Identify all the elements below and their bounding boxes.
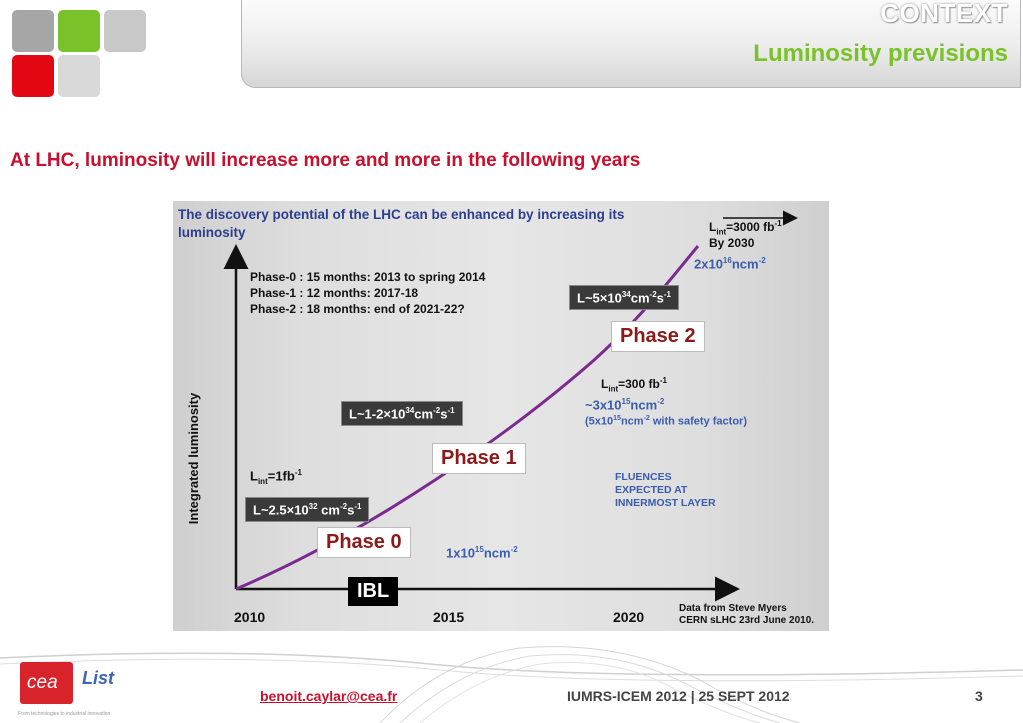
lint-low-value: =1fb	[267, 468, 295, 484]
fluence-mid-unit: ncm	[630, 397, 658, 413]
cea-logo-text: cea	[27, 672, 58, 693]
fluence-low-base: 1x10	[446, 545, 475, 561]
fluence-1e15: 1x1015ncm-2	[446, 545, 518, 560]
fluence-top-exp: 16	[722, 256, 732, 265]
lint-1-label: Lint=1fb-1	[250, 468, 302, 486]
fluence-2e16: 2x1016ncm-2	[694, 256, 766, 271]
lum1-exp: 34	[405, 406, 415, 415]
luminosity-phase1-label: L~1-2×1034cm-2s-1	[341, 401, 463, 427]
lint-low-symbol: L	[250, 468, 258, 484]
slide-headline: At LHC, luminosity will increase more an…	[10, 150, 641, 171]
lum0-s-exp: -1	[354, 502, 362, 511]
fluence-low-exp: 15	[474, 545, 484, 554]
year-2015: 2015	[433, 609, 465, 625]
phase2-schedule: Phase-2 : 18 months: end of 2021-22?	[250, 302, 465, 316]
lum2-s-exp: -1	[663, 290, 672, 299]
year-2010: 2010	[234, 609, 266, 625]
phase2-label: Phase 2	[611, 321, 705, 352]
ibl-label: IBL	[348, 577, 399, 606]
section-title: CONTEXT	[880, 0, 1008, 28]
conference-label: IUMRS-ICEM 2012 | 25 SEPT 2012	[567, 688, 790, 704]
phase1-label: Phase 1	[432, 443, 526, 474]
lum1-cm-exp: -2	[433, 406, 441, 415]
safety-unit: ncm	[620, 415, 644, 428]
fluence-top-unit: ncm	[731, 256, 759, 272]
logo-square-lightgray	[104, 10, 146, 52]
lint-mid-value: =300 fb	[618, 377, 660, 391]
fluences-note: FLUENCES EXPECTED AT INNERMOST LAYER	[615, 471, 716, 510]
cea-logo: cea	[20, 662, 73, 704]
phase0-schedule: Phase-0 : 15 months: 2013 to spring 2014	[250, 270, 486, 284]
fluence-low-unit: ncm	[483, 545, 511, 561]
logo-square-palegray	[58, 55, 100, 97]
footer-wave-decoration	[0, 646, 1023, 723]
logo-square-green	[58, 10, 100, 52]
header-banner: CONTEXT Luminosity previsions	[241, 0, 1021, 88]
figure-title: The discovery potential of the LHC can b…	[178, 206, 624, 242]
data-source: Data from Steve Myers CERN sLHC 23rd Jun…	[679, 603, 814, 627]
lum2-base: L~5×10	[577, 290, 622, 306]
safety-exp: 15	[613, 415, 621, 422]
lum2-s: s	[656, 290, 664, 306]
lum1-s-exp: -1	[447, 406, 455, 415]
figure-title-line1: The discovery potential of the LHC can b…	[178, 207, 625, 222]
fluence-top-unit-exp: -2	[758, 256, 766, 265]
luminosity-phase2-label: L~5×1034cm-2s-1	[569, 285, 680, 311]
lint-300-label: Lint=300 fb-1	[601, 376, 667, 393]
safety-base: (5x10	[585, 415, 614, 428]
lint-3000-label: Lint=3000 fb-1	[709, 219, 782, 236]
figure-title-line2: luminosity	[178, 225, 246, 240]
fluence-top-base: 2x10	[694, 256, 723, 272]
fluence-safety-factor: (5x1015ncm-2 with safety factor)	[585, 415, 747, 428]
fluence-low-unit-exp: -2	[510, 545, 518, 554]
safety-note: with safety factor)	[649, 415, 747, 428]
logo-square-gray	[12, 10, 54, 52]
source-line1: Data from Steve Myers	[679, 603, 787, 614]
fluence-mid-unit-exp: -2	[657, 397, 665, 406]
y-axis-label: Integrated luminosity	[186, 392, 202, 525]
phase0-label: Phase 0	[317, 527, 411, 558]
lint-mid-symbol: L	[601, 377, 609, 391]
safety-unit-exp: -2	[643, 415, 650, 422]
fluence-mid-exp: 15	[621, 397, 631, 406]
source-line2: CERN sLHC 23rd June 2010.	[679, 615, 815, 626]
fluences-note-line1: FLUENCES	[615, 471, 672, 483]
page-number: 3	[975, 688, 983, 704]
phase1-schedule: Phase-1 : 12 months: 2017-18	[250, 286, 419, 300]
by-2030-label: By 2030	[709, 236, 755, 250]
lum0-cm: cm	[317, 502, 340, 518]
logo-square-red	[12, 55, 54, 97]
lint-low-sub: int	[257, 476, 268, 486]
lum1-base: L~1-2×10	[349, 406, 406, 422]
lint-top-sub: int	[716, 227, 727, 237]
lint-low-exp: -1	[294, 468, 302, 477]
luminosity-figure: The discovery potential of the LHC can b…	[173, 201, 829, 631]
lum1-s: s	[440, 406, 448, 422]
lint-mid-sub: int	[608, 384, 619, 394]
lum2-cm-exp: -2	[649, 290, 657, 299]
fluence-3e15: ~3x1015ncm-2	[585, 397, 664, 412]
lum2-exp: 34	[621, 290, 631, 299]
lum0-base: L~2.5×10	[253, 502, 309, 518]
lum0-cm-exp: -2	[339, 502, 348, 511]
fluence-mid-base: ~3x10	[585, 397, 622, 413]
lint-top-symbol: L	[709, 220, 717, 234]
lum0-s: s	[347, 502, 355, 518]
lum1-cm: cm	[414, 406, 434, 422]
fluences-note-line3: INNERMOST LAYER	[615, 497, 716, 509]
list-logo: List	[82, 668, 115, 688]
lum0-exp: 32	[308, 502, 318, 511]
section-subtitle: Luminosity previsions	[753, 40, 1008, 67]
lint-top-exp: -1	[774, 219, 782, 228]
phases-schedule: Phase-0 : 15 months: 2013 to spring 2014…	[250, 269, 485, 317]
author-email-link[interactable]: benoit.caylar@cea.fr	[260, 688, 398, 704]
lum2-cm: cm	[630, 290, 650, 306]
footer-tagline: From technologies to industrial innovati…	[18, 711, 111, 717]
lint-top-value: =3000 fb	[726, 220, 775, 234]
year-2020: 2020	[613, 609, 645, 625]
fluences-note-line2: EXPECTED AT	[615, 484, 688, 496]
luminosity-phase0-label: L~2.5×1032 cm-2s-1	[245, 497, 370, 523]
lint-mid-exp: -1	[659, 376, 667, 385]
